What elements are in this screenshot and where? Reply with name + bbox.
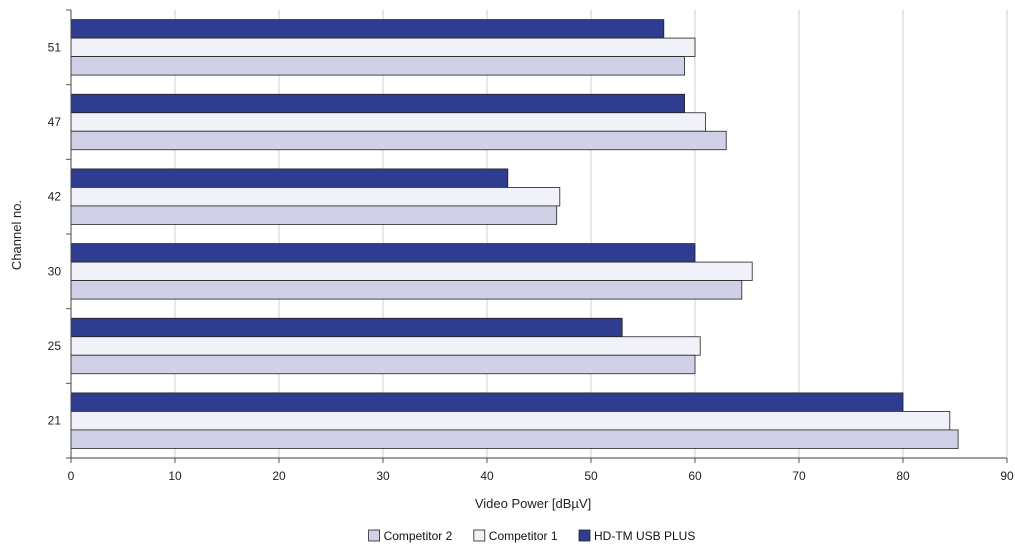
bar (70, 243, 696, 263)
bars (70, 19, 959, 449)
bar (70, 261, 753, 281)
legend-label: Competitor 1 (489, 529, 558, 543)
y-tick-label: 42 (48, 190, 62, 204)
y-tick-label: 30 (48, 264, 62, 278)
bar (70, 205, 558, 225)
bar (70, 56, 685, 76)
bar (70, 336, 701, 356)
x-tick-label: 50 (584, 469, 598, 483)
x-tick-label: 90 (1000, 469, 1014, 483)
bar (70, 354, 696, 375)
bar (70, 37, 696, 57)
x-tick-label: 30 (376, 469, 390, 483)
bar (70, 429, 959, 449)
legend-label: Competitor 2 (384, 529, 453, 543)
gridlines (174, 10, 1008, 458)
bar (70, 130, 727, 151)
bar (70, 392, 904, 412)
bar (70, 19, 665, 39)
bar (70, 93, 685, 114)
axes (66, 9, 1008, 463)
bar (70, 280, 743, 300)
bar (70, 411, 951, 431)
x-tick-label: 10 (168, 469, 182, 483)
x-tick-label: 20 (272, 469, 286, 483)
y-tick-label: 21 (48, 414, 62, 428)
y-tick-label: 51 (48, 40, 62, 54)
x-tick-label: 70 (792, 469, 806, 483)
x-axis-title: Video Power [dBµV] (475, 496, 591, 511)
bar (70, 112, 706, 132)
legend-swatch (473, 529, 486, 542)
legend-swatch (368, 529, 381, 542)
y-tick-label: 25 (48, 339, 62, 353)
x-tick-label: 60 (688, 469, 702, 483)
bar (70, 168, 509, 188)
y-axis-title: Channel no. (9, 200, 24, 270)
legend-label: HD-TM USB PLUS (594, 529, 695, 543)
bar (70, 317, 623, 338)
x-tick-label: 0 (68, 469, 75, 483)
x-tick-label: 80 (896, 469, 910, 483)
tick-labels: 0 10 20 30 40 50 60 70 80 90 51 47 42 30 25 21 (48, 40, 1014, 483)
bar (70, 187, 561, 207)
y-tick-label: 47 (48, 115, 62, 129)
legend-swatch (578, 529, 591, 542)
x-tick-label: 40 (480, 469, 494, 483)
legend: Competitor 2 Competitor 1 HD-TM USB PLUS (368, 529, 695, 543)
